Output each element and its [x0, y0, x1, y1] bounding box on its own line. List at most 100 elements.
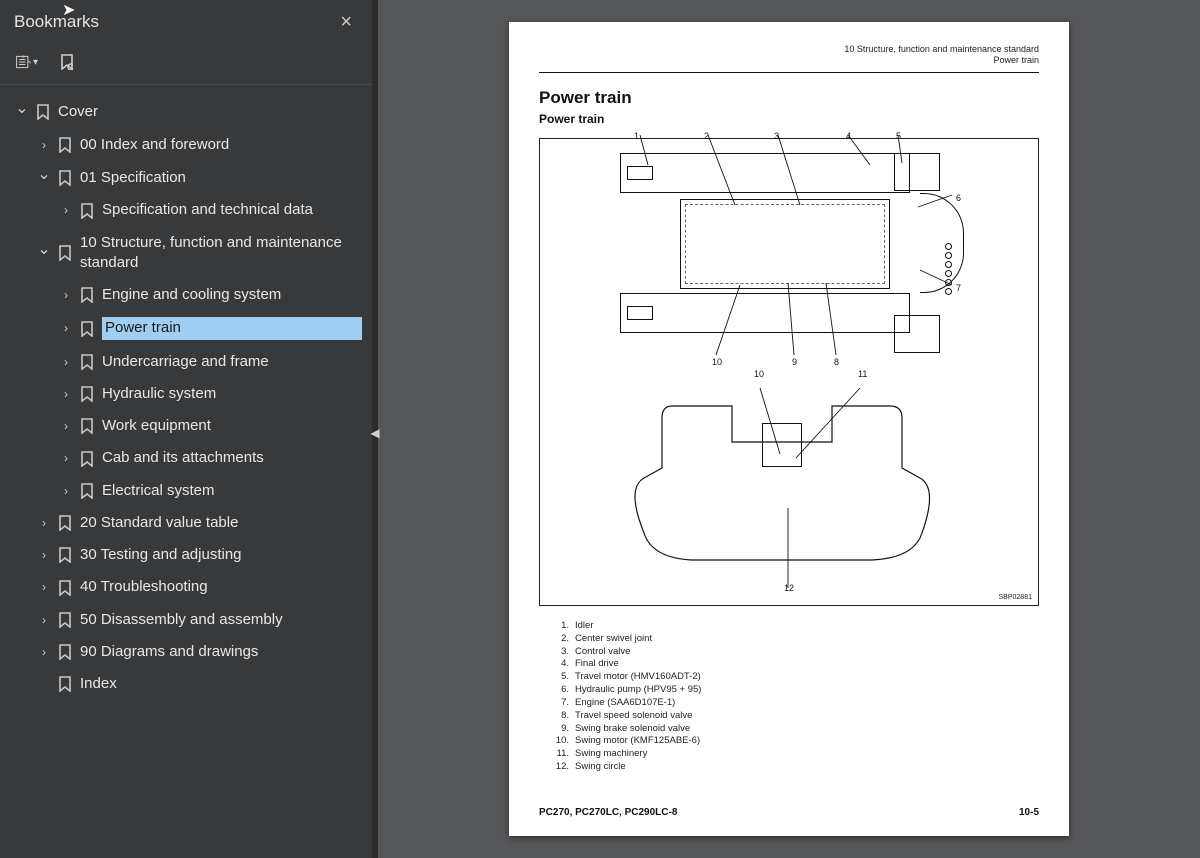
find-bookmark-icon[interactable]: [56, 52, 78, 72]
bookmark-item-eng[interactable]: › Engine and cooling system: [4, 279, 368, 311]
bookmark-icon: [78, 287, 96, 303]
bookmark-label: Specification and technical data: [102, 200, 362, 220]
bookmark-icon: [56, 515, 74, 531]
legend-text: Final drive: [575, 658, 619, 671]
chevron-down-icon[interactable]: ⌄: [36, 239, 52, 261]
chevron-right-icon[interactable]: ›: [36, 547, 52, 563]
bookmark-item-uc[interactable]: ›Undercarriage and frame: [4, 346, 368, 378]
legend-num: 11.: [553, 748, 575, 761]
document-viewport[interactable]: 10 Structure, function and maintenance s…: [378, 0, 1200, 858]
legend-num: 4.: [553, 658, 575, 671]
legend-text: Hydraulic pump (HPV95 + 95): [575, 684, 701, 697]
chevron-right-icon[interactable]: ›: [36, 515, 52, 531]
legend-num: 7.: [553, 697, 575, 710]
bookmark-item-s01[interactable]: ⌄ 01 Specification: [4, 161, 368, 195]
bookmark-item-pt[interactable]: › Power train: [4, 311, 368, 345]
callout-9: 9: [792, 357, 797, 367]
chevron-right-icon[interactable]: ›: [58, 287, 74, 303]
chevron-right-icon[interactable]: ›: [58, 386, 74, 402]
legend-num: 12.: [553, 761, 575, 774]
chevron-down-icon[interactable]: ⌄: [36, 164, 52, 186]
bookmark-label: Engine and cooling system: [102, 285, 362, 305]
chevron-right-icon[interactable]: ›: [36, 579, 52, 595]
sidebar-title: Bookmarks: [14, 12, 99, 32]
options-icon[interactable]: ▾: [16, 52, 38, 72]
bookmark-item-s40[interactable]: › 40 Troubleshooting: [4, 571, 368, 603]
chevron-right-icon[interactable]: ›: [36, 137, 52, 153]
legend-row: 2.Center swivel joint: [553, 633, 701, 646]
callout-3: 3: [774, 131, 779, 141]
bookmark-item-s90[interactable]: ›90 Diagrams and drawings: [4, 636, 368, 668]
bookmark-item-s10[interactable]: ⌄ 10 Structure, function and maintenance …: [4, 227, 368, 280]
bookmark-label: Power train: [102, 317, 362, 339]
bookmark-item-spec[interactable]: › Specification and technical data: [4, 194, 368, 226]
callout-2: 2: [704, 131, 709, 141]
diagram-frame: 1 2 3 4 5 6 7 8 9 10: [539, 138, 1039, 606]
callout-5: 5: [896, 131, 901, 141]
legend-text: Swing circle: [575, 761, 626, 774]
collapse-handle-icon[interactable]: ◀: [370, 426, 380, 440]
chevron-right-icon[interactable]: ›: [58, 483, 74, 499]
bookmark-label: 40 Troubleshooting: [80, 577, 362, 597]
legend-text: Center swivel joint: [575, 633, 652, 646]
bookmark-item-s30[interactable]: › 30 Testing and adjusting: [4, 539, 368, 571]
bookmark-item-idx[interactable]: Index: [4, 668, 368, 700]
bookmark-icon: [78, 354, 96, 370]
legend-row: 6.Hydraulic pump (HPV95 + 95): [553, 684, 701, 697]
page-header: 10 Structure, function and maintenance s…: [844, 44, 1039, 67]
bookmark-icon: [56, 547, 74, 563]
diagram-ref-code: SBP02881: [999, 594, 1032, 601]
bookmark-label: Hydraulic system: [102, 384, 362, 404]
callout-4: 4: [846, 131, 851, 141]
bookmark-item-cab[interactable]: ›Cab and its attachments: [4, 442, 368, 474]
bookmark-icon: [56, 137, 74, 153]
dropdown-caret-icon: ▾: [33, 57, 38, 68]
bookmark-icon: [78, 203, 96, 219]
bookmark-item-elec[interactable]: › Electrical system: [4, 475, 368, 507]
page-header-line2: Power train: [844, 55, 1039, 66]
legend-text: Travel speed solenoid valve: [575, 710, 692, 723]
chevron-right-icon[interactable]: ›: [58, 450, 74, 466]
bookmark-item-s00[interactable]: ›00 Index and foreword: [4, 129, 368, 161]
legend-num: 8.: [553, 710, 575, 723]
chevron-right-icon[interactable]: ›: [58, 354, 74, 370]
parts-legend: 1.Idler2.Center swivel joint3.Control va…: [553, 620, 701, 774]
chevron-down-icon[interactable]: ⌄: [14, 98, 30, 120]
bookmark-icon: [78, 451, 96, 467]
bookmark-item-hyd[interactable]: › Hydraulic system: [4, 378, 368, 410]
legend-row: 7.Engine (SAA6D107E-1): [553, 697, 701, 710]
bookmark-label: 01 Specification: [80, 168, 362, 188]
bookmark-item-cover[interactable]: ⌄Cover: [4, 95, 368, 129]
bookmark-label: 30 Testing and adjusting: [80, 545, 362, 565]
callout-8: 8: [834, 357, 839, 367]
legend-text: Swing machinery: [575, 748, 647, 761]
bookmark-item-s50[interactable]: ›50 Disassembly and assembly: [4, 604, 368, 636]
callout-6: 6: [956, 193, 961, 203]
bookmark-icon: [78, 418, 96, 434]
header-rule: [539, 72, 1039, 73]
chevron-right-icon[interactable]: ›: [58, 320, 74, 336]
legend-row: 8.Travel speed solenoid valve: [553, 710, 701, 723]
close-sidebar-button[interactable]: ×: [334, 9, 358, 36]
bookmark-icon: [56, 612, 74, 628]
bookmark-item-we[interactable]: › Work equipment: [4, 410, 368, 442]
bookmark-label: 10 Structure, function and maintenance s…: [80, 233, 362, 274]
bookmark-label: Electrical system: [102, 481, 362, 501]
cab-outline: [632, 383, 932, 593]
bookmark-item-s20[interactable]: ›20 Standard value table: [4, 507, 368, 539]
pane-separator[interactable]: ◀: [372, 0, 378, 858]
legend-text: Engine (SAA6D107E-1): [575, 697, 675, 710]
chevron-right-icon[interactable]: ›: [58, 418, 74, 434]
chevron-right-icon[interactable]: ›: [36, 612, 52, 628]
legend-row: 5.Travel motor (HMV160ADT-2): [553, 671, 701, 684]
callout-7: 7: [956, 283, 961, 293]
chevron-right-icon[interactable]: ›: [58, 202, 74, 218]
diagram-bottom: 10 11 12: [632, 383, 932, 593]
chevron-right-icon[interactable]: ›: [36, 644, 52, 660]
bookmark-label: Work equipment: [102, 416, 362, 436]
legend-row: 4.Final drive: [553, 658, 701, 671]
legend-text: Idler: [575, 620, 593, 633]
callout-b10: 10: [754, 369, 764, 379]
page-header-line1: 10 Structure, function and maintenance s…: [844, 44, 1039, 55]
bookmark-icon: [78, 386, 96, 402]
